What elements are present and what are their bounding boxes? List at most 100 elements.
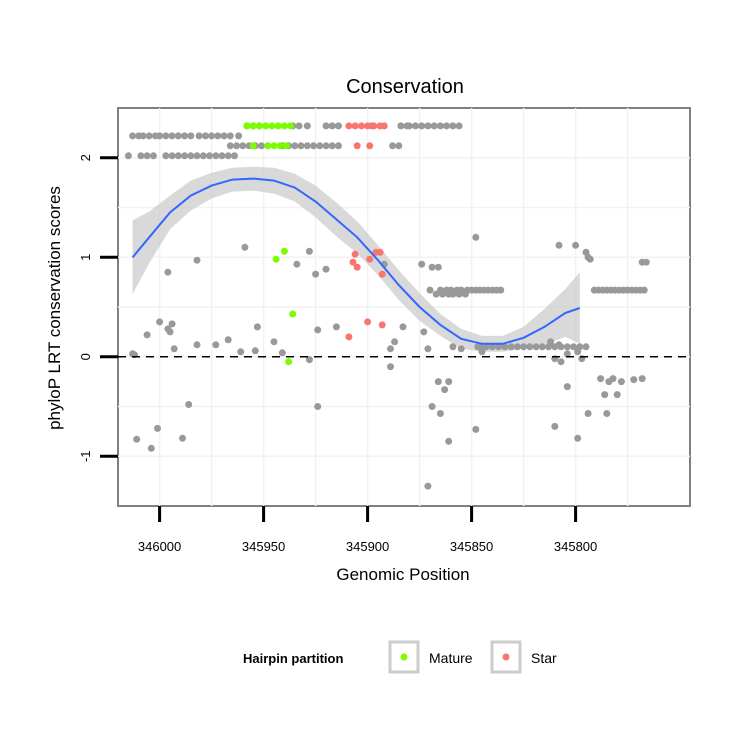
point-other (424, 122, 432, 130)
x-axis: 346000 345950 345900 345850 345800 (138, 506, 597, 554)
point-other (391, 338, 399, 346)
point-other (193, 341, 201, 349)
point-other (303, 122, 311, 130)
point-other (501, 343, 509, 351)
point-other (179, 434, 186, 442)
point-star (366, 142, 374, 150)
legend-label-mature: Mature (429, 650, 473, 666)
point-other (563, 383, 571, 391)
point-other (212, 341, 220, 349)
point-other (154, 424, 161, 432)
point-other (497, 286, 505, 294)
point-other (139, 132, 147, 140)
point-mature (268, 122, 276, 130)
point-other (143, 331, 151, 339)
point-star (353, 142, 361, 150)
point-star (345, 122, 353, 130)
point-other (488, 343, 496, 351)
point-other (181, 132, 189, 140)
point-other (555, 241, 563, 249)
point-other (270, 338, 278, 346)
point-other (603, 410, 611, 417)
point-other (574, 348, 582, 356)
point-other (305, 356, 313, 364)
point-other (507, 343, 515, 351)
point-other (399, 323, 407, 331)
point-other (145, 132, 153, 140)
point-other (335, 122, 342, 130)
point-other (314, 326, 322, 334)
point-other (387, 345, 394, 353)
point-other (563, 350, 571, 358)
point-other (174, 132, 182, 140)
point-other (174, 152, 182, 160)
point-other (187, 132, 195, 140)
point-other (226, 142, 234, 150)
point-other (162, 132, 170, 140)
point-star (378, 270, 386, 278)
point-other (430, 122, 438, 130)
point-other (278, 349, 286, 357)
point-other (436, 122, 444, 130)
point-other (332, 323, 340, 331)
point-other (495, 343, 503, 351)
point-star (380, 122, 388, 130)
point-other (642, 258, 650, 266)
point-other (461, 290, 469, 298)
point-other (149, 152, 157, 160)
point-other (441, 386, 449, 394)
point-other (193, 152, 201, 160)
legend-item-mature: Mature (388, 640, 473, 674)
point-mature (249, 122, 257, 130)
point-other (538, 343, 546, 351)
point-other (156, 318, 164, 326)
point-other (547, 338, 555, 346)
point-other (233, 142, 241, 150)
point-other (218, 152, 226, 160)
point-other (322, 265, 330, 273)
point-mature (283, 142, 290, 150)
point-star (366, 255, 374, 263)
point-other (574, 434, 582, 442)
point-star (351, 250, 359, 258)
point-other (156, 132, 164, 140)
point-star (364, 122, 372, 130)
point-mature (287, 122, 295, 130)
y-tick-label: 1 (78, 254, 93, 261)
point-mature (262, 122, 270, 130)
point-other (513, 343, 521, 351)
point-other (555, 341, 563, 349)
x-tick-label: 345800 (554, 539, 597, 554)
point-other (293, 260, 301, 268)
point-other (432, 290, 440, 298)
point-other (322, 122, 330, 130)
point-other (195, 132, 203, 140)
point-other (224, 336, 232, 344)
point-other (445, 437, 453, 445)
point-other (310, 142, 317, 150)
point-mature (270, 142, 278, 150)
point-other (237, 348, 245, 356)
point-other (214, 132, 222, 140)
point-star (378, 321, 386, 329)
point-other (445, 378, 453, 386)
point-other (312, 270, 320, 278)
point-other (449, 290, 457, 298)
point-other (389, 142, 397, 150)
point-other (449, 122, 457, 130)
y-tick-label: -1 (78, 450, 93, 462)
point-other (295, 122, 303, 130)
point-other (472, 233, 480, 241)
point-other (418, 122, 426, 130)
point-other (403, 122, 411, 130)
point-other (572, 241, 580, 249)
point-other (164, 268, 172, 276)
point-other (584, 410, 592, 417)
point-other (235, 132, 243, 140)
point-mature (280, 122, 288, 130)
point-other (201, 132, 209, 140)
point-other (526, 343, 534, 351)
point-other (314, 403, 322, 410)
point-star (345, 333, 353, 341)
